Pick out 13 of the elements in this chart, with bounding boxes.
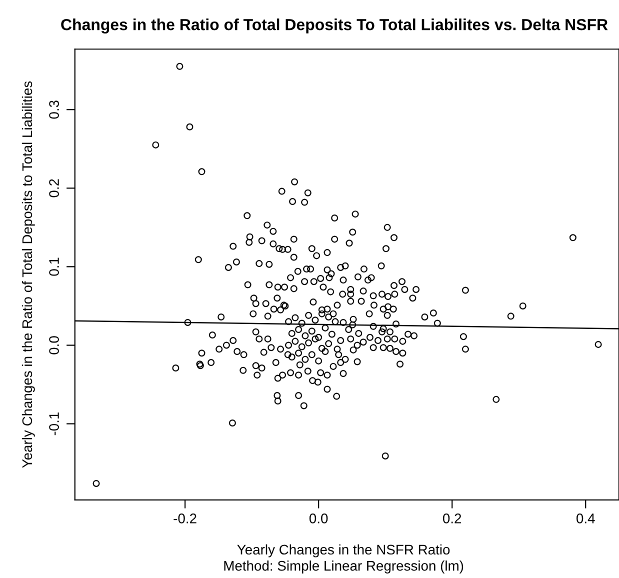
y-tick-label: 0.3 bbox=[49, 100, 59, 119]
y-tick-label: 0.2 bbox=[49, 179, 59, 198]
y-tick-label: 0.0 bbox=[49, 336, 59, 354]
x-tick-label: 0.0 bbox=[309, 514, 328, 524]
y-tick-label: 0.1 bbox=[49, 258, 59, 276]
y-tick-label: -0.1 bbox=[49, 412, 59, 436]
x-tick-label: -0.2 bbox=[174, 514, 196, 524]
text: Method: Simple Linear Regression (lm) bbox=[224, 560, 464, 574]
chart-title: Changes in the Ratio of Total Deposits To Total Liabilites vs. Delta NSFR bbox=[61, 18, 608, 34]
y-axis-title: Yearly Changes in the Ratio of Total Deposits to Total Liabilities bbox=[22, 81, 35, 468]
x-axis-title: Yearly Changes in the NSFR Ratio bbox=[237, 544, 450, 558]
x-tick-label: 0.2 bbox=[442, 514, 462, 524]
x-tick-label: 0.4 bbox=[576, 514, 595, 524]
